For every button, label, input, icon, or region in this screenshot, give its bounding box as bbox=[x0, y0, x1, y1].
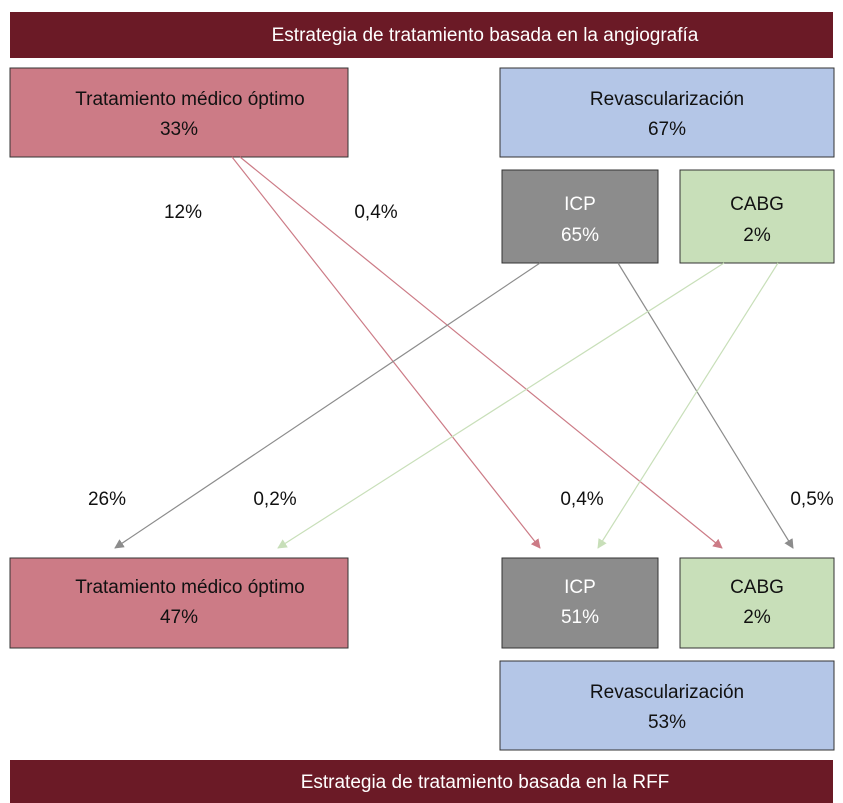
box-value: 2% bbox=[743, 607, 771, 628]
header-title: Estrategia de tratamiento basada en la a… bbox=[272, 25, 699, 46]
box-medical bbox=[9, 67, 349, 158]
box-value: 65% bbox=[561, 225, 599, 246]
header-banner bbox=[10, 12, 833, 58]
box-icp bbox=[501, 557, 659, 649]
box-revasc bbox=[499, 67, 835, 158]
box-label: ICP bbox=[564, 194, 596, 215]
flow-label: 0,4% bbox=[354, 202, 397, 223]
box-label: Revascularización bbox=[590, 89, 744, 110]
box-cabg bbox=[679, 557, 835, 649]
box-cabg bbox=[679, 169, 835, 264]
box-label: ICP bbox=[564, 577, 596, 598]
flow-label: 12% bbox=[164, 202, 202, 223]
footer-title: Estrategia de tratamiento basada en la R… bbox=[301, 772, 670, 793]
arrow bbox=[239, 156, 723, 549]
flow-label: 26% bbox=[88, 489, 126, 510]
arrow bbox=[114, 262, 541, 549]
box-value: 67% bbox=[648, 119, 686, 140]
box-label: Tratamiento médico óptimo bbox=[75, 577, 305, 598]
flow-label: 0,2% bbox=[253, 489, 296, 510]
box-value: 33% bbox=[160, 119, 198, 140]
box-value: 53% bbox=[648, 712, 686, 733]
flow-label: 0,5% bbox=[790, 489, 833, 510]
box-label: CABG bbox=[730, 194, 784, 215]
box-value: 51% bbox=[561, 607, 599, 628]
box-label: Revascularización bbox=[590, 682, 744, 703]
flow-label: 0,4% bbox=[560, 489, 603, 510]
box-label: CABG bbox=[730, 577, 784, 598]
box-icp bbox=[501, 169, 659, 264]
box-label: Tratamiento médico óptimo bbox=[75, 89, 305, 110]
box-medical bbox=[9, 557, 349, 649]
arrow bbox=[597, 262, 779, 549]
arrow bbox=[617, 262, 794, 549]
arrow bbox=[277, 262, 725, 549]
footer-banner bbox=[10, 760, 833, 803]
box-value: 2% bbox=[743, 225, 771, 246]
arrow bbox=[231, 156, 541, 549]
box-revasc bbox=[499, 660, 835, 751]
box-value: 47% bbox=[160, 607, 198, 628]
